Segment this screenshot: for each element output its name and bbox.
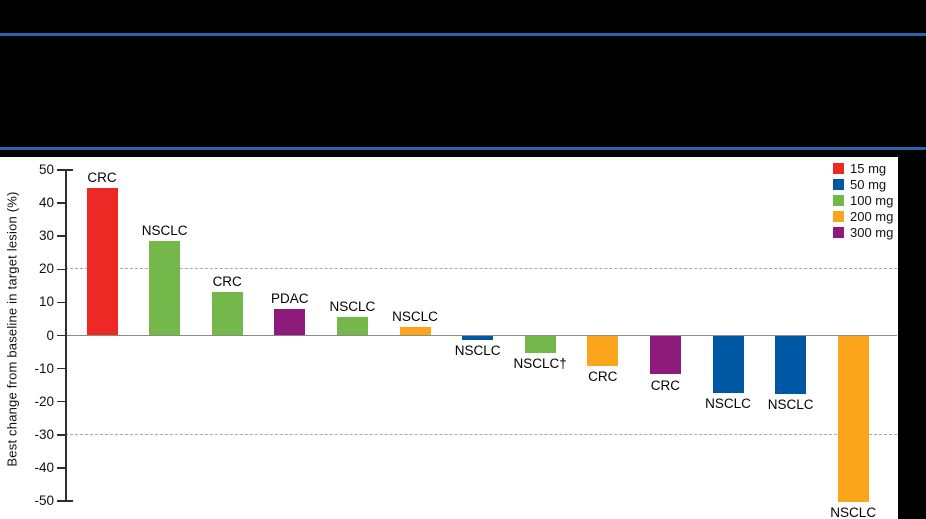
bar-label: PDAC xyxy=(271,291,309,306)
chart-bar xyxy=(212,292,243,335)
y-tick xyxy=(57,269,65,271)
legend-item: 100 mg xyxy=(833,192,893,208)
bar-label: CRC xyxy=(651,378,680,393)
y-axis-line xyxy=(65,170,67,501)
y-tick xyxy=(57,434,65,436)
bar-label: NSCLC xyxy=(768,397,814,412)
y-tick-label: 10 xyxy=(20,294,54,310)
chart-bar xyxy=(713,336,744,392)
header-rule-bottom xyxy=(0,147,926,150)
header-rule-top xyxy=(0,33,926,36)
legend-swatch-icon xyxy=(833,163,844,174)
legend-swatch-icon xyxy=(833,227,844,238)
y-tick-label: -30 xyxy=(20,427,54,443)
bar-label: NSCLC† xyxy=(514,356,567,371)
bar-label: NSCLC xyxy=(830,505,876,519)
legend-item-label: 100 mg xyxy=(850,193,893,208)
y-tick xyxy=(57,302,65,304)
legend-swatch-icon xyxy=(833,195,844,206)
legend-item: 300 mg xyxy=(833,224,893,240)
y-tick xyxy=(57,500,65,502)
legend: 15 mg50 mg100 mg200 mg300 mg xyxy=(833,160,893,240)
y-tick-label: -40 xyxy=(20,460,54,476)
legend-item-label: 15 mg xyxy=(850,161,886,176)
legend-item: 200 mg xyxy=(833,208,893,224)
bar-label: NSCLC xyxy=(705,396,751,411)
y-tick-label: 40 xyxy=(20,195,54,211)
y-tick-label: 30 xyxy=(20,228,54,244)
bar-label: NSCLC xyxy=(142,223,188,238)
y-tick xyxy=(57,169,65,171)
legend-swatch-icon xyxy=(833,179,844,190)
y-axis-end-cap xyxy=(65,500,73,502)
chart-bar xyxy=(274,309,305,335)
bar-label: CRC xyxy=(87,170,116,185)
chart-bar xyxy=(337,317,368,335)
chart-bar xyxy=(462,336,493,339)
reference-line xyxy=(65,434,897,435)
y-tick xyxy=(57,401,65,403)
bar-label: NSCLC xyxy=(392,309,438,324)
y-tick-label: -50 xyxy=(20,493,54,509)
y-tick xyxy=(57,335,65,337)
legend-swatch-icon xyxy=(833,211,844,222)
chart-bar xyxy=(775,336,806,394)
reference-line xyxy=(65,268,897,269)
chart-bar xyxy=(838,336,869,502)
document-page: Best change from baseline in target lesi… xyxy=(0,0,926,519)
y-tick xyxy=(57,467,65,469)
bar-label: NSCLC xyxy=(330,299,376,314)
legend-item-label: 50 mg xyxy=(850,177,886,192)
chart-bar xyxy=(525,336,556,353)
legend-item-label: 200 mg xyxy=(850,209,893,224)
chart-bar xyxy=(400,327,431,335)
legend-item: 15 mg xyxy=(833,160,893,176)
y-tick-label: 20 xyxy=(20,261,54,277)
y-tick xyxy=(57,235,65,237)
y-tick-label: -20 xyxy=(20,394,54,410)
y-axis-end-cap xyxy=(65,169,73,171)
y-tick xyxy=(57,202,65,204)
chart-bar xyxy=(149,241,180,335)
y-tick-label: -10 xyxy=(20,361,54,377)
y-tick xyxy=(57,368,65,370)
chart-bar xyxy=(87,188,118,335)
y-tick-label: 50 xyxy=(20,162,54,178)
legend-item-label: 300 mg xyxy=(850,225,893,240)
plot-area: 50 40 30 20 10 0 -10 -20 -30 -40 -50 CRC NSCLC CRC PDA… xyxy=(0,157,898,519)
chart-panel: Best change from baseline in target lesi… xyxy=(0,157,898,519)
bar-label: CRC xyxy=(588,369,617,384)
legend-item: 50 mg xyxy=(833,176,893,192)
chart-bar xyxy=(650,336,681,374)
bar-label: NSCLC xyxy=(455,343,501,358)
bar-label: CRC xyxy=(213,274,242,289)
y-tick-label: 0 xyxy=(20,328,54,344)
chart-bar xyxy=(587,336,618,366)
